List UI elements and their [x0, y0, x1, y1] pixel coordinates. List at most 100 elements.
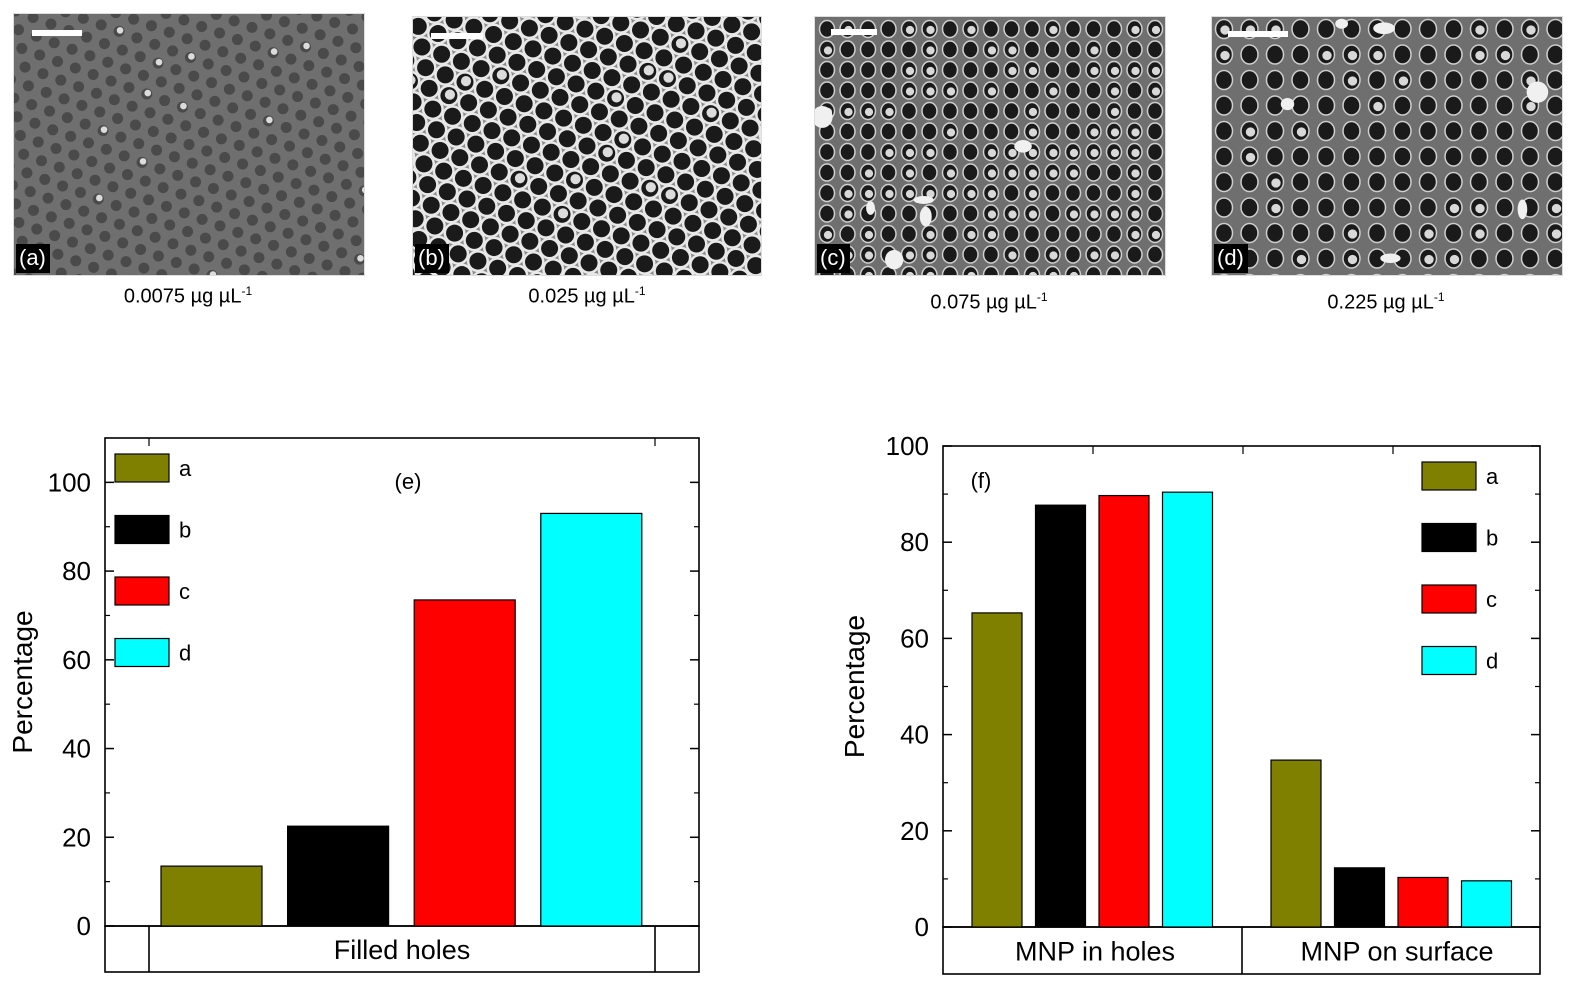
sem-hole	[743, 236, 761, 254]
sem-hole	[839, 60, 856, 80]
sem-hole	[676, 269, 692, 275]
sem-hole	[278, 16, 290, 28]
sem-hole	[427, 121, 445, 139]
sem-hole	[560, 247, 578, 265]
sem-hole	[215, 133, 227, 145]
legend-swatch	[1421, 584, 1477, 614]
sem-hole	[1003, 19, 1020, 39]
sem-hole	[680, 194, 698, 212]
sem-hole	[285, 246, 297, 258]
sem-hole	[632, 234, 650, 252]
sem-hole	[880, 163, 897, 182]
sem-hole	[1520, 120, 1540, 142]
sem-hole	[941, 245, 959, 264]
sem-particle	[987, 169, 997, 178]
sem-hole	[650, 124, 668, 142]
sem-hole	[1265, 222, 1285, 244]
sem-particle	[413, 75, 416, 85]
sem-hole	[295, 14, 303, 15]
sem-hole	[1546, 44, 1562, 65]
sem-hole	[921, 122, 938, 141]
sem-particle	[1049, 148, 1058, 158]
sem-hole	[623, 76, 641, 94]
sem-hole	[1146, 142, 1164, 162]
sem-hole	[582, 158, 600, 176]
sem-hole	[447, 128, 465, 146]
sem-hole	[839, 224, 856, 244]
sem-hole	[102, 249, 114, 261]
sem-hole	[202, 58, 214, 70]
sem-hole	[314, 29, 326, 41]
sem-particle	[1049, 251, 1058, 260]
sem-hole	[350, 235, 362, 247]
sem-hole	[880, 204, 897, 223]
sem-particle	[905, 189, 915, 199]
scale-bar	[831, 29, 877, 35]
sem-hole	[250, 233, 262, 245]
sem-hole	[557, 226, 575, 244]
sem-hole	[982, 19, 1000, 39]
sem-hole	[14, 198, 22, 210]
sem-hole	[206, 77, 218, 89]
sem-hole	[900, 40, 918, 59]
sem-hole	[756, 203, 761, 219]
sem-particle	[1449, 203, 1460, 214]
caption-a: 0.0075 µg µL-1	[13, 284, 363, 309]
sem-particle	[570, 174, 581, 185]
y-tick-label: 20	[62, 822, 91, 852]
sem-hole	[524, 253, 542, 271]
sem-hole	[962, 81, 979, 100]
sem-hole	[1291, 44, 1310, 65]
sem-particle	[188, 53, 195, 60]
sem-hole	[1291, 171, 1310, 193]
sem-hole	[1146, 245, 1164, 264]
sem-hole	[736, 195, 754, 213]
sem-particle	[1526, 25, 1536, 35]
sem-hole	[144, 107, 156, 119]
sem-particle	[1151, 25, 1161, 35]
sem-hole	[1474, 273, 1484, 275]
sem-hole	[321, 259, 333, 271]
sem-hole	[541, 240, 559, 258]
sem-particle	[1090, 66, 1099, 76]
sem-particle	[905, 148, 915, 158]
sem-hole	[426, 217, 444, 235]
sem-hole	[249, 40, 261, 52]
y-tick-label: 40	[62, 734, 91, 764]
sem-hole	[1064, 19, 1082, 39]
sem-particle	[926, 46, 935, 55]
sem-particle	[1151, 66, 1161, 76]
sem-hole	[1214, 222, 1234, 244]
sem-hole	[632, 21, 650, 39]
sem-particle	[1373, 50, 1383, 61]
sem-particle	[1008, 148, 1017, 158]
sem-hole	[332, 228, 344, 240]
sem-hole	[113, 218, 125, 230]
sem-hole	[1367, 120, 1387, 142]
sem-hole	[483, 122, 501, 140]
y-tick-label: 20	[900, 816, 929, 846]
sem-hole	[415, 155, 433, 173]
sem-hole	[282, 34, 294, 46]
legend-swatch	[114, 576, 170, 606]
sem-particle	[864, 189, 874, 199]
sem-hole	[1105, 224, 1123, 244]
sem-hole	[1316, 197, 1336, 218]
sem-hole	[335, 54, 347, 66]
sem-particle	[1090, 148, 1099, 158]
sem-hole	[319, 153, 331, 165]
sem-hole	[1316, 171, 1336, 193]
sem-hole	[88, 261, 100, 273]
sem-hole	[716, 187, 734, 205]
sem-hole	[84, 50, 96, 62]
sem-particle	[946, 87, 956, 96]
sem-hole	[90, 87, 102, 99]
sem-hole	[181, 33, 193, 45]
sem-hole	[759, 17, 761, 24]
sem-hole	[413, 17, 427, 35]
sem-hole	[1126, 245, 1143, 264]
sem-hole	[14, 179, 18, 191]
sem-hole	[589, 199, 607, 217]
category-label: Filled holes	[334, 935, 471, 965]
sem-hole	[498, 204, 516, 222]
